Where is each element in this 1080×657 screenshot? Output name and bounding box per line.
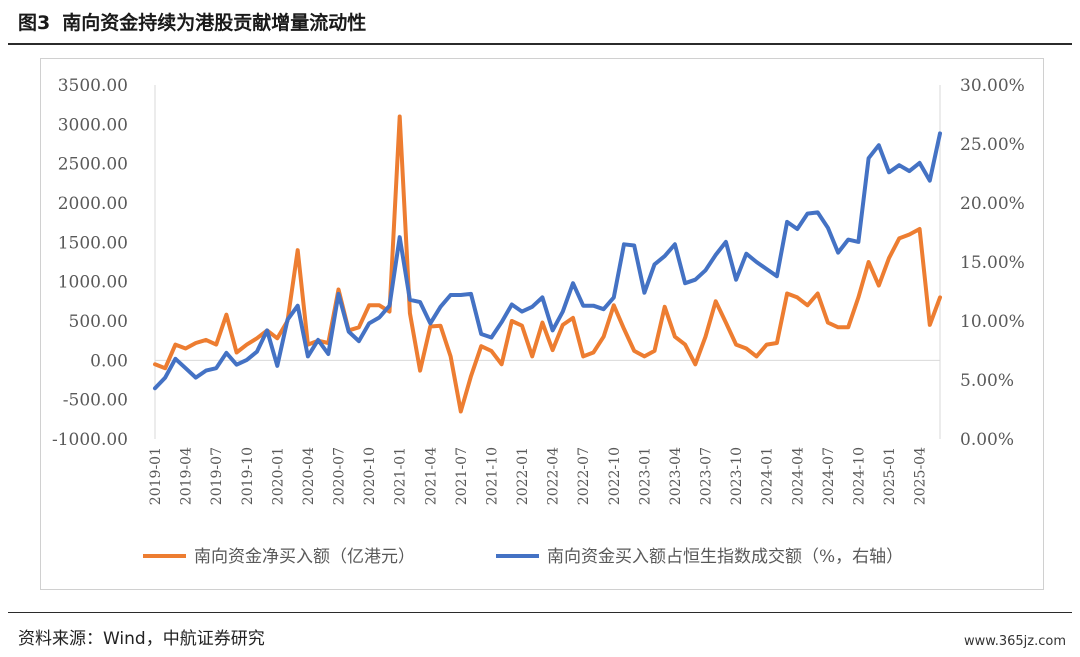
bottom-rule: [8, 612, 1072, 613]
top-rule: [8, 43, 1072, 45]
x-tick-label: 2020-07: [332, 447, 348, 505]
legend-label-share: 南向资金买入额占恒生指数成交额（%，右轴）: [547, 547, 903, 567]
y-left-tick-label: 500.00: [69, 312, 128, 332]
y-left-tick-label: 1500.00: [58, 233, 128, 253]
figure-title-text: 南向资金持续为港股贡献增量流动性: [62, 12, 367, 34]
y-left-tick-label: 2000.00: [58, 194, 128, 214]
series-line-net-buy: [153, 114, 942, 414]
x-tick-label: 2022-07: [576, 447, 592, 505]
y-left-tick-label: -500.00: [63, 391, 128, 411]
y-right-tick-label: 15.00%: [960, 253, 1025, 273]
x-tick-label: 2025-01: [882, 447, 898, 505]
x-tick-label: 2024-01: [760, 447, 776, 505]
x-tick-label: 2023-01: [637, 447, 653, 505]
chart-frame: [40, 58, 1044, 590]
y-left-tick-label: 3000.00: [58, 115, 128, 135]
dual-axis-line-chart: -1000.00 -500.00 0.00 500.00 1000.00 1500.00 2…: [52, 76, 1025, 567]
x-tick-label: 2019-10: [240, 447, 256, 505]
y-right-tick-label: 10.00%: [960, 312, 1025, 332]
x-tick-label: 2023-07: [699, 447, 715, 505]
y-right-tick-label: 20.00%: [960, 194, 1025, 214]
x-tick-label: 2025-04: [913, 447, 929, 505]
x-tick-label: 2022-10: [607, 447, 623, 505]
x-tick-label: 2022-04: [546, 447, 562, 505]
x-tick-label: 2024-10: [851, 447, 867, 505]
x-tick-label: 2023-10: [729, 447, 745, 505]
figure-title: 图3 南向资金持续为港股贡献增量流动性: [18, 8, 378, 35]
y-right-tick-label: 0.00%: [960, 430, 1014, 450]
y-left-tick-label: -1000.00: [52, 430, 128, 450]
y-right-tick-label: 5.00%: [960, 371, 1014, 391]
x-tick-label: 2019-01: [148, 447, 164, 505]
series-line-share: [153, 131, 942, 391]
x-tick-label: 2021-04: [423, 447, 439, 505]
y-right-tick-label: 25.00%: [960, 135, 1025, 155]
y-left-tick-label: 2500.00: [58, 155, 128, 175]
y-left-tick-label: 1000.00: [58, 273, 128, 293]
y-right-tick-label: 30.00%: [960, 76, 1025, 96]
x-tick-label: 2024-07: [821, 447, 837, 505]
x-tick-label: 2020-01: [270, 447, 286, 505]
figure-number: 图3: [18, 12, 51, 34]
x-tick-label: 2020-10: [362, 447, 378, 505]
x-tick-label: 2021-10: [484, 447, 500, 505]
x-tick-label: 2021-07: [454, 447, 470, 505]
x-tick-label: 2021-01: [393, 447, 409, 505]
source-note: 资料来源：Wind，中航证券研究: [18, 629, 265, 649]
x-tick-label: 2019-07: [209, 447, 225, 505]
x-tick-label: 2019-04: [179, 447, 195, 505]
watermark: www.365jz.com: [964, 634, 1066, 649]
x-tick-label: 2020-04: [301, 447, 317, 505]
legend-label-net-buy: 南向资金净买入额（亿港元）: [194, 547, 415, 567]
x-tick-label: 2023-04: [668, 447, 684, 505]
y-left-tick-label: 0.00: [90, 351, 128, 371]
x-tick-label: 2024-04: [790, 447, 806, 505]
x-tick-label: 2022-01: [515, 447, 531, 505]
y-left-tick-label: 3500.00: [58, 76, 128, 96]
